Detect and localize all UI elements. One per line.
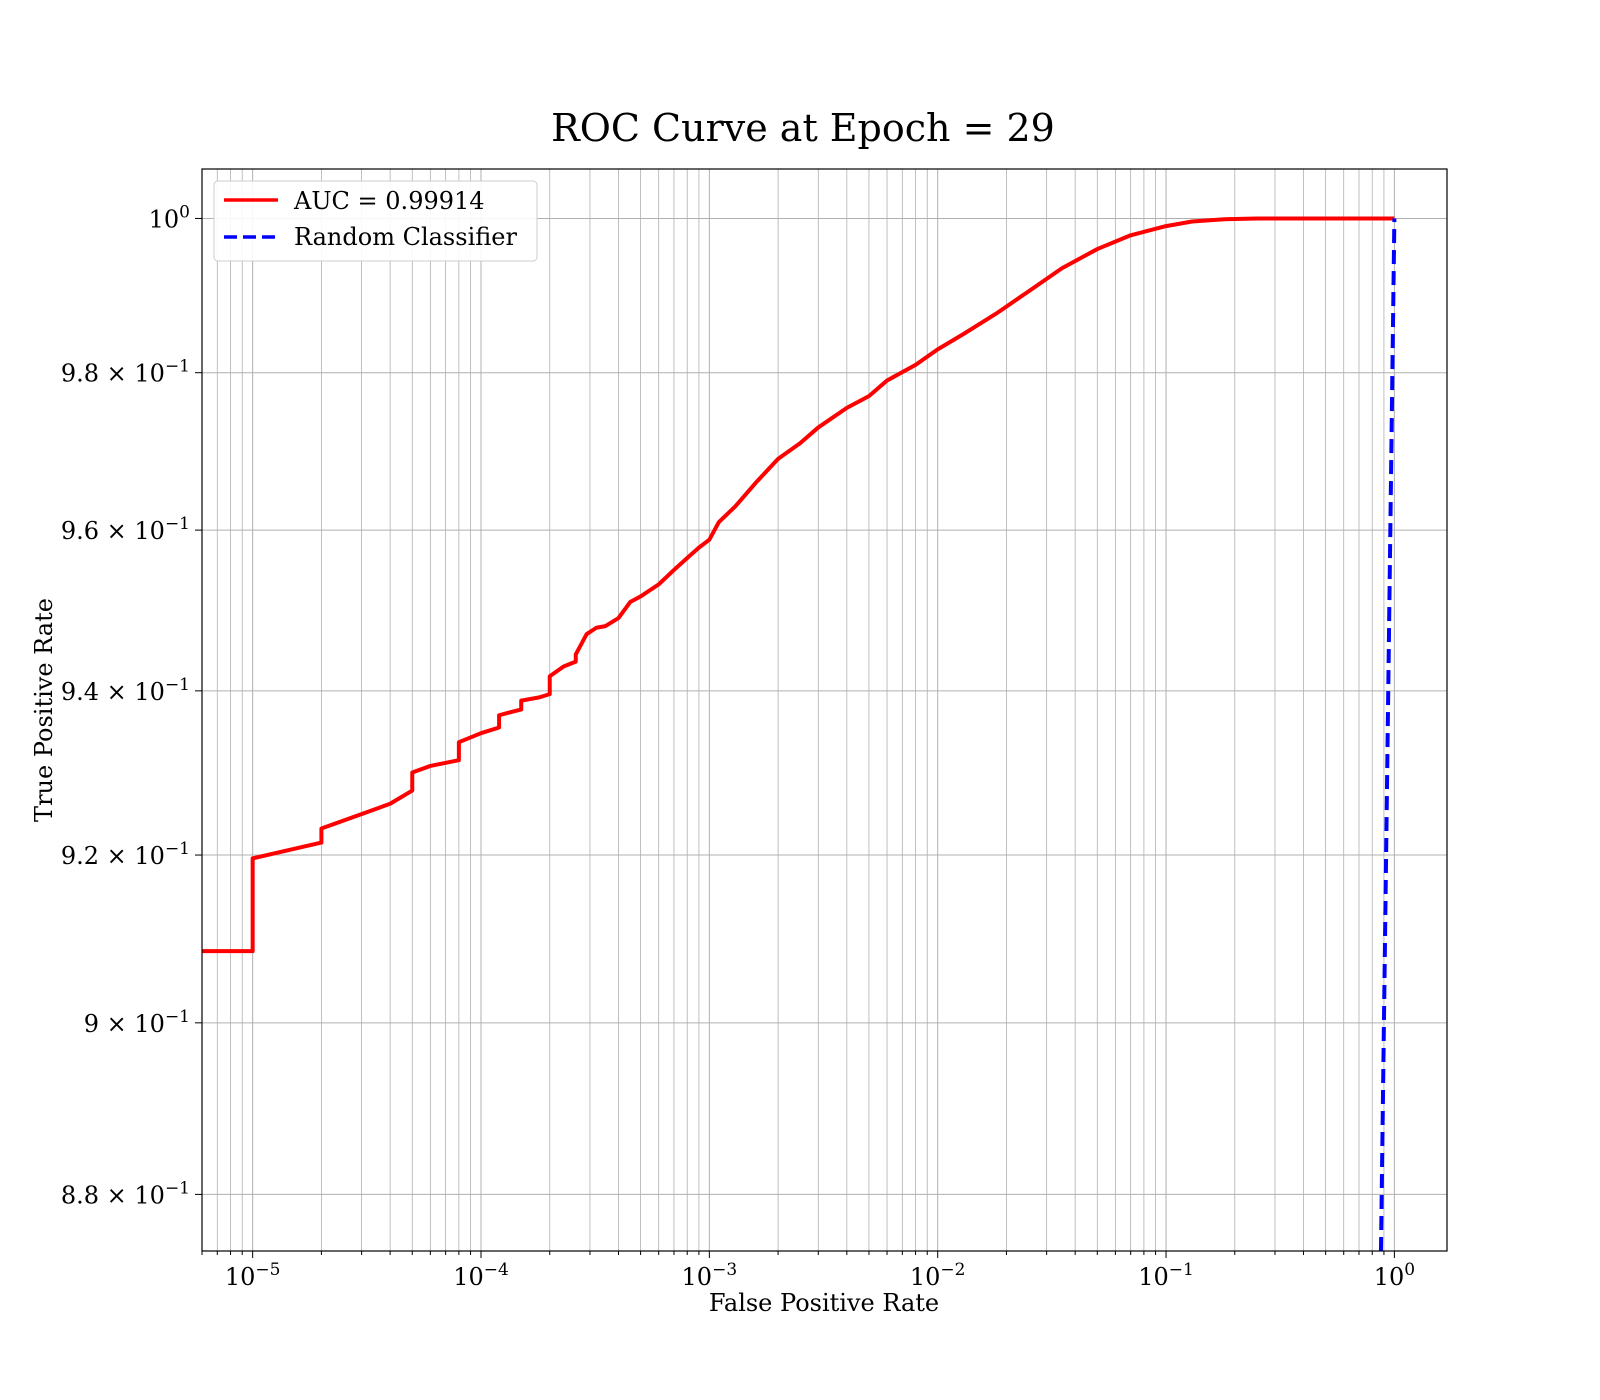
plot-area [202, 216, 1397, 1252]
y-tick-label: 100 [149, 202, 190, 233]
chart-title: ROC Curve at Epoch = 29 [551, 106, 1055, 150]
x-tick-label: 100 [1374, 1260, 1415, 1291]
y-tick-label: 9 × 10−1 [84, 1007, 190, 1038]
axes-frame [201, 168, 1448, 1252]
y-tick-label: 9.6 × 10−1 [61, 514, 190, 545]
y-tick-label: 9.4 × 10−1 [61, 675, 190, 706]
grid-lines [201, 169, 1447, 1251]
y-tick-label: 8.8 × 10−1 [61, 1178, 190, 1209]
legend-label-roc: AUC = 0.99914 [293, 187, 485, 215]
y-tick-label: 9.2 × 10−1 [61, 839, 190, 870]
legend-box [213, 180, 538, 262]
x-tick-label: 10−5 [225, 1260, 281, 1291]
x-tick-label: 10−1 [1138, 1260, 1194, 1291]
random-classifier-line [1378, 218, 1397, 1252]
x-axis-label: False Positive Rate [709, 1289, 939, 1317]
x-tick-label: 10−3 [682, 1260, 738, 1291]
x-axis-ticks: 10−5 10−4 10−3 10−2 10−1 100 [201, 1251, 1415, 1291]
roc-curve-line [202, 216, 1395, 954]
x-tick-label: 10−4 [453, 1260, 509, 1291]
legend-label-random: Random Classifier [294, 223, 517, 251]
legend: AUC = 0.99914 Random Classifier [213, 180, 538, 262]
y-axis-label: True Positive Rate [30, 598, 58, 822]
y-axis-ticks: 100 9.8 × 10−1 9.6 × 10−1 9.4 × 10−1 9.2 × 1… [61, 202, 202, 1209]
x-tick-label: 10−2 [910, 1260, 966, 1291]
y-tick-label: 9.8 × 10−1 [61, 357, 190, 388]
